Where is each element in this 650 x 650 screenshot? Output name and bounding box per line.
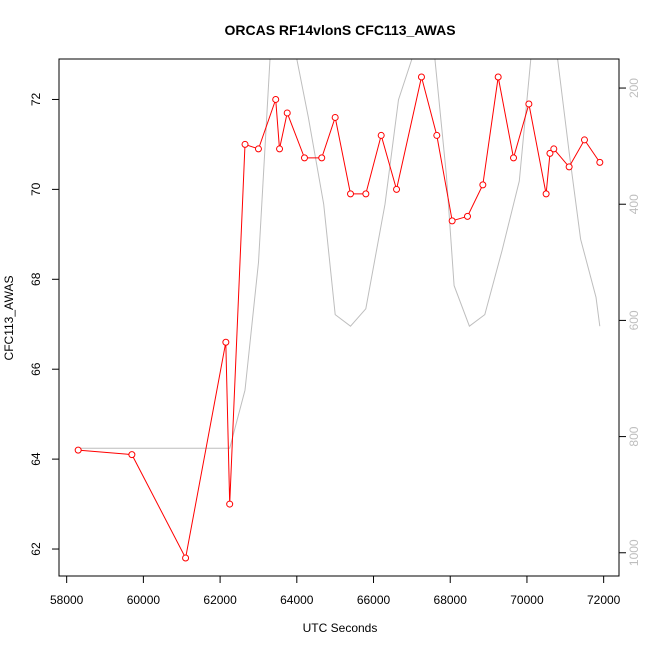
x-tick-label: 72000 bbox=[587, 593, 621, 607]
data-point bbox=[433, 131, 441, 139]
y2-tick-label: 800 bbox=[627, 426, 641, 446]
data-point bbox=[272, 95, 280, 103]
data-point bbox=[74, 446, 82, 454]
y-axis-label: CFC113_AWAS bbox=[2, 276, 16, 361]
y2-tick-label: 1000 bbox=[627, 539, 641, 566]
x-tick-label: 66000 bbox=[357, 593, 391, 607]
data-point bbox=[542, 190, 550, 198]
x-tick-label: 68000 bbox=[434, 593, 468, 607]
x-tick-label: 62000 bbox=[203, 593, 237, 607]
data-point bbox=[546, 149, 554, 157]
data-point bbox=[494, 73, 502, 81]
plot-frame bbox=[58, 58, 620, 577]
data-point bbox=[377, 131, 385, 139]
data-point bbox=[347, 190, 355, 198]
data-point bbox=[550, 145, 558, 153]
data-point bbox=[226, 500, 234, 508]
data-point bbox=[417, 73, 425, 81]
data-point bbox=[448, 217, 456, 225]
data-point bbox=[182, 554, 190, 562]
data-point bbox=[241, 140, 249, 148]
data-point bbox=[525, 100, 533, 108]
y-tick-label: 64 bbox=[29, 452, 43, 466]
data-point bbox=[254, 145, 262, 153]
x-axis-label: UTC Seconds bbox=[303, 621, 378, 635]
data-point bbox=[318, 154, 326, 162]
y-tick-label: 62 bbox=[29, 542, 43, 556]
data-point bbox=[510, 154, 518, 162]
y2-tick-label: 200 bbox=[627, 78, 641, 98]
x-tick-label: 60000 bbox=[127, 593, 161, 607]
chart-title: ORCAS RF14vlonS CFC113_AWAS bbox=[224, 22, 455, 38]
data-point bbox=[283, 109, 291, 117]
data-point bbox=[222, 338, 230, 346]
data-point bbox=[596, 158, 604, 166]
secondary-series-group bbox=[78, 59, 601, 449]
y2-tick-label: 400 bbox=[627, 194, 641, 214]
data-point bbox=[393, 185, 401, 193]
y-tick-label: 66 bbox=[29, 362, 43, 376]
data-point bbox=[331, 113, 339, 121]
x-tick-label: 58000 bbox=[50, 593, 84, 607]
data-point bbox=[479, 181, 487, 189]
data-point bbox=[362, 190, 370, 198]
data-point bbox=[565, 163, 573, 171]
data-point bbox=[580, 136, 588, 144]
y-tick-label: 72 bbox=[29, 92, 43, 106]
y-tick-label: 68 bbox=[29, 272, 43, 286]
data-point bbox=[276, 145, 284, 153]
x-tick-label: 70000 bbox=[510, 593, 544, 607]
data-point bbox=[300, 154, 308, 162]
y-tick-label: 70 bbox=[29, 182, 43, 196]
y2-tick-label: 600 bbox=[627, 310, 641, 330]
primary-series-group bbox=[74, 73, 604, 562]
data-point bbox=[128, 451, 136, 459]
x-tick-label: 64000 bbox=[280, 593, 314, 607]
secondary-series-line bbox=[78, 59, 601, 449]
data-point bbox=[463, 212, 471, 220]
